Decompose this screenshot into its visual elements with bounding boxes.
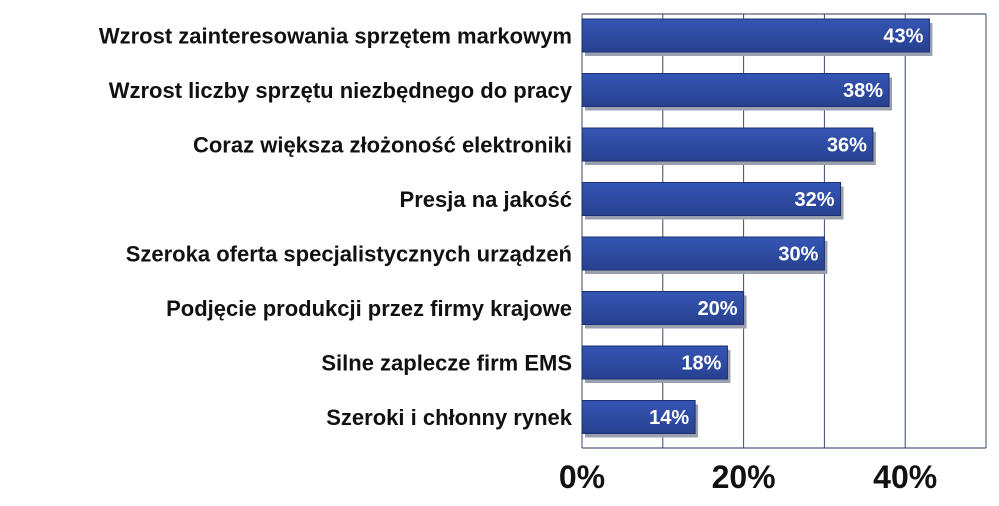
x-tick-label: 0% (559, 459, 605, 495)
bar-value-label: 38% (843, 80, 883, 102)
bar (581, 345, 728, 380)
category-label: Silne zaplecze firm EMS (321, 351, 572, 376)
category-labels: Wzrost zainteresowania sprzętem markowym… (99, 24, 573, 431)
bar-value-label: 18% (681, 353, 721, 375)
category-label: Szeroka oferta specjalistycznych urządze… (126, 242, 572, 267)
x-tick-label: 40% (873, 459, 937, 495)
bar-value-label: 20% (698, 298, 738, 320)
bar (581, 127, 874, 162)
category-label: Szeroki i chłonny rynek (326, 405, 573, 430)
category-label: Coraz większa złożoność elektroniki (193, 133, 572, 158)
bar (581, 73, 890, 107)
bar (581, 400, 696, 434)
bar-value-label: 36% (827, 135, 867, 157)
bar-value-label: 32% (795, 189, 835, 211)
category-label: Presja na jakość (400, 187, 572, 212)
category-label: Wzrost zainteresowania sprzętem markowym (99, 24, 572, 49)
bar (581, 18, 930, 53)
bars: 43% 38% 36% 32% 30% 20% 18% 14% (581, 18, 933, 438)
category-label: Wzrost liczby sprzętu niezbędnego do pra… (109, 78, 573, 103)
x-axis-ticks: 0% 20% 40% (559, 459, 937, 495)
bar (581, 182, 842, 216)
category-label: Podjęcie produkcji przez firmy krajowe (166, 296, 572, 321)
bar-value-label: 30% (778, 244, 818, 266)
bar (581, 236, 825, 271)
bar (581, 291, 745, 325)
x-tick-label: 20% (712, 459, 776, 495)
bar-value-label: 14% (649, 407, 689, 429)
bar-value-label: 43% (883, 26, 923, 48)
